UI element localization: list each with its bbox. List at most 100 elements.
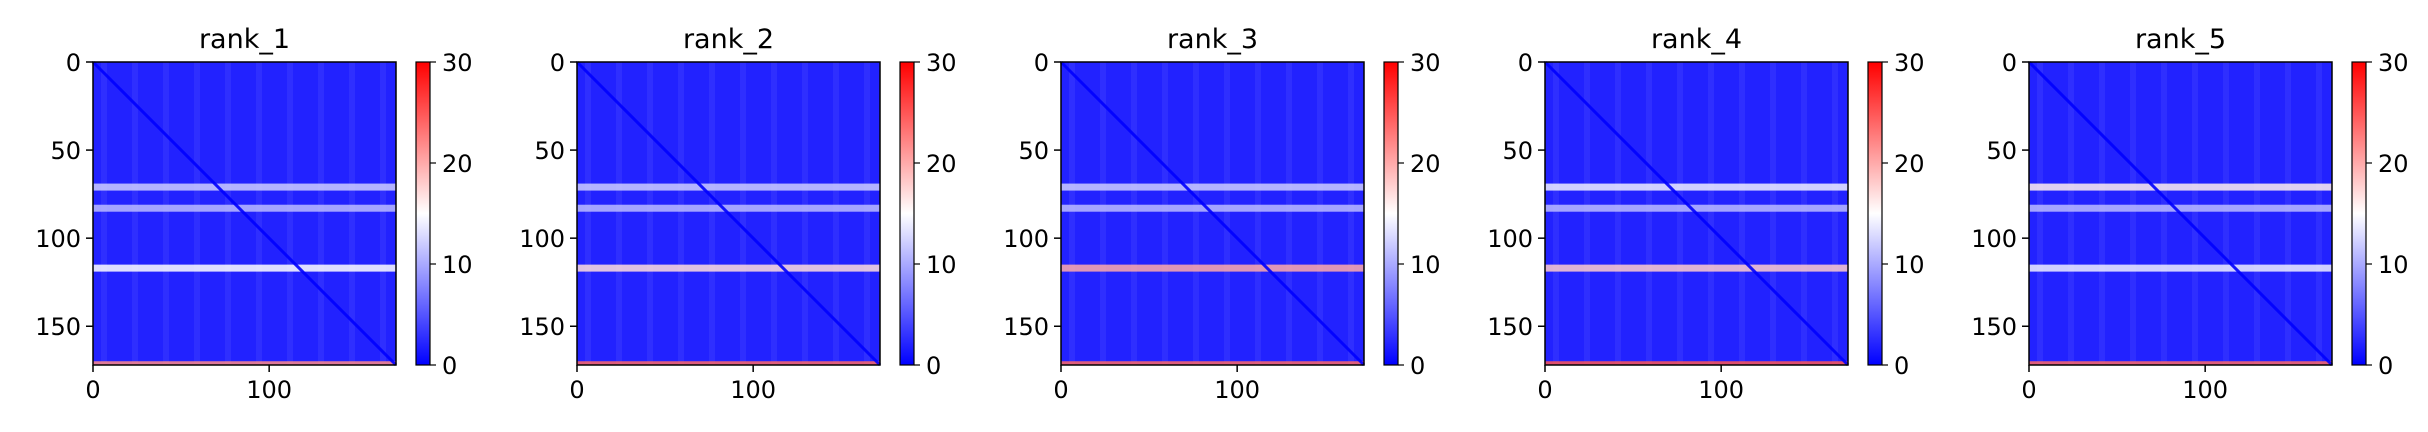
heatmap-band (1545, 361, 1848, 366)
heatmap-texture (585, 62, 591, 365)
x-tick-label: 100 (2182, 376, 2228, 404)
heatmap-texture (163, 62, 169, 365)
chart-title: rank_3 (1167, 24, 1258, 55)
heatmap-texture (2285, 62, 2291, 365)
heatmap-texture (256, 62, 262, 365)
heatmap-texture (2130, 62, 2136, 365)
heatmap-band (2029, 361, 2332, 366)
heatmap-band (1061, 264, 1364, 272)
colorbar-tick-label: 20 (442, 150, 473, 178)
heatmap-texture (349, 62, 355, 365)
y-tick-label: 0 (1034, 49, 1049, 77)
heatmap-texture (1615, 62, 1621, 365)
heatmap-texture (194, 62, 200, 365)
heatmap-band (2029, 183, 2332, 191)
heatmap-band (1061, 204, 1364, 212)
colorbar (899, 61, 915, 366)
y-tick-label: 0 (550, 49, 565, 77)
colorbar-tick-label: 30 (926, 49, 957, 77)
heatmap-texture (1832, 62, 1838, 365)
colorbar-tick-label: 10 (926, 251, 957, 279)
heatmap-band (1545, 204, 1848, 212)
colorbar-tick-label: 20 (2378, 150, 2409, 178)
colorbar-tick-label: 10 (2378, 251, 2409, 279)
heatmap-texture (1100, 62, 1106, 365)
heatmap-texture (1224, 62, 1230, 365)
heatmap-texture (287, 62, 293, 365)
colorbar (2351, 61, 2367, 366)
heatmap-texture (2254, 62, 2260, 365)
heatmap-frame (1544, 61, 1849, 366)
heatmap-band (2029, 204, 2332, 212)
heatmap-texture (101, 62, 107, 365)
heatmap-diagonal (1059, 60, 1366, 367)
y-tick-label: 100 (1487, 225, 1533, 253)
colorbar-tick-label: 20 (1410, 150, 1441, 178)
heatmap-texture (1286, 62, 1292, 365)
heatmap-texture (2316, 62, 2322, 365)
heatmap-texture (2192, 62, 2198, 365)
heatmap-texture (2068, 62, 2074, 365)
heatmap-texture (2037, 62, 2043, 365)
heatmap-texture (1677, 62, 1683, 365)
heatmap-texture (616, 62, 622, 365)
heatmap-texture (1646, 62, 1652, 365)
heatmap-band (577, 183, 880, 191)
heatmap-texture (318, 62, 324, 365)
heatmap-texture (1131, 62, 1137, 365)
heatmap-panel: rank_1 0 50 100 150 0 100 0 10 20 30 (35, 24, 472, 404)
y-tick-label: 50 (1502, 137, 1533, 165)
heatmap-panel: rank_2 0 50 100 150 0 100 0 10 20 30 (519, 24, 956, 404)
heatmap-frame (576, 61, 881, 366)
heatmap-texture (1584, 62, 1590, 365)
heatmap-band (93, 183, 396, 191)
colorbar-tick-label: 10 (1894, 251, 1925, 279)
colorbar-tick-label: 0 (1894, 352, 1909, 380)
y-tick-label: 100 (519, 225, 565, 253)
colorbar (415, 61, 431, 366)
colorbar-tick-label: 10 (1410, 251, 1441, 279)
x-tick-label: 0 (1537, 376, 1552, 404)
heatmap-texture (740, 62, 746, 365)
heatmap-texture (1770, 62, 1776, 365)
heatmap-frame (1060, 61, 1365, 366)
x-tick-label: 100 (730, 376, 776, 404)
heatmap-band (577, 361, 880, 366)
heatmap-texture (380, 62, 386, 365)
heatmap-texture (1801, 62, 1807, 365)
heatmap-band (93, 264, 396, 272)
x-tick-label: 0 (2021, 376, 2036, 404)
chart-title: rank_5 (2135, 24, 2226, 55)
heatmap-diagonal (2027, 60, 2334, 367)
heatmap-band (577, 204, 880, 212)
y-tick-label: 150 (1971, 313, 2017, 341)
heatmap-panel: rank_4 0 50 100 150 0 100 0 10 20 30 (1487, 24, 1924, 404)
heatmap-texture (802, 62, 808, 365)
y-tick-label: 150 (35, 313, 81, 341)
y-tick-label: 50 (1986, 137, 2017, 165)
heatmap-texture (1255, 62, 1261, 365)
x-tick-label: 100 (1214, 376, 1260, 404)
heatmap-panel: rank_3 0 50 100 150 0 100 0 10 20 30 (1003, 24, 1440, 404)
heatmap-texture (864, 62, 870, 365)
colorbar-tick-label: 30 (1894, 49, 1925, 77)
heatmap-texture (2161, 62, 2167, 365)
heatmap-texture (1069, 62, 1075, 365)
y-tick-label: 100 (1003, 225, 1049, 253)
colorbar-tick-label: 0 (442, 352, 457, 380)
heatmap-texture (771, 62, 777, 365)
heatmap-band (1545, 183, 1848, 191)
chart-title: rank_4 (1651, 24, 1742, 55)
heatmap-band (1061, 183, 1364, 191)
heatmap-texture (1193, 62, 1199, 365)
colorbar-tick-label: 0 (2378, 352, 2393, 380)
y-tick-label: 150 (1003, 313, 1049, 341)
y-tick-label: 0 (2002, 49, 2017, 77)
heatmap-diagonal (91, 60, 398, 367)
y-tick-label: 50 (534, 137, 565, 165)
heatmap-texture (1348, 62, 1354, 365)
heatmap-texture (647, 62, 653, 365)
y-tick-label: 150 (519, 313, 565, 341)
y-tick-label: 150 (1487, 313, 1533, 341)
heatmap-band (2029, 264, 2332, 272)
